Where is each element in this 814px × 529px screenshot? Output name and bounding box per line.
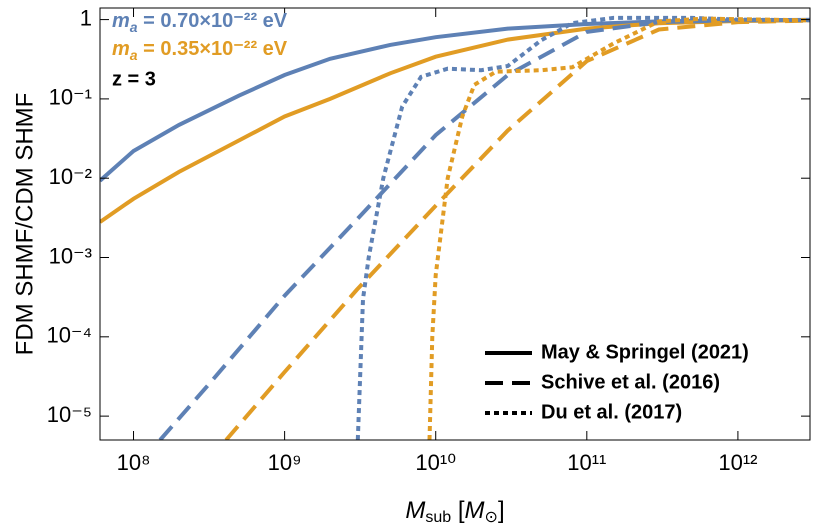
legend-label: Du et al. (2017) <box>541 401 682 423</box>
legend-text: = 0.70×10⁻²² eV <box>138 10 288 32</box>
legend-mass: ma = 0.35×10⁻²² eV <box>112 38 288 62</box>
x-label-part: [ <box>451 497 465 524</box>
y-tick-label: 10⁻⁵ <box>47 402 92 427</box>
series-line <box>355 15 810 440</box>
x-tick-label: 10¹¹ <box>567 450 606 475</box>
frame <box>99 7 811 441</box>
legend-symbol: m <box>112 38 130 60</box>
plot-lines <box>100 15 810 440</box>
annotation: z = 3 <box>112 68 156 90</box>
x-label-part: M <box>405 497 425 524</box>
x-tick-label: 10⁹ <box>268 450 302 475</box>
x-label-part: ] <box>498 497 505 524</box>
series-line <box>427 16 810 440</box>
x-label-part: sub <box>425 509 451 526</box>
x-label-part: M <box>465 497 485 524</box>
y-tick-label: 10⁻² <box>49 164 92 189</box>
y-tick-label: 10⁻³ <box>49 243 92 268</box>
x-axis-label: Msub [M⊙] <box>405 497 504 526</box>
y-tick-label: 10⁻⁴ <box>46 323 92 348</box>
legend-sub: a <box>130 47 138 63</box>
series-line <box>224 18 810 440</box>
y-axis-label: FDM SHMF/CDM SHMF <box>11 93 38 356</box>
x-label-part: ⊙ <box>485 509 498 526</box>
legend-symbol: m <box>112 10 130 32</box>
ticks: 10⁸ 10⁹ 10¹⁰ 10¹¹ 10¹² 10⁻⁵ 10⁻⁴ 10⁻³ 10⁻² 10⁻¹ 1 <box>46 5 810 475</box>
legend-label: Schive et al. (2016) <box>541 371 720 393</box>
x-tick-label: 10⁸ <box>117 450 151 475</box>
series-line <box>158 17 810 440</box>
y-tick-label: 10⁻¹ <box>49 85 92 110</box>
legend-label: May & Springel (2021) <box>541 341 749 363</box>
x-tick-label: 10¹⁰ <box>415 450 456 475</box>
legend-mass: ma = 0.70×10⁻²² eV <box>112 10 288 34</box>
x-tick-label: 10¹² <box>718 450 757 475</box>
legend-text: = 0.35×10⁻²² eV <box>138 38 288 60</box>
legend-sub: a <box>130 19 138 35</box>
y-tick-label: 1 <box>80 5 92 30</box>
